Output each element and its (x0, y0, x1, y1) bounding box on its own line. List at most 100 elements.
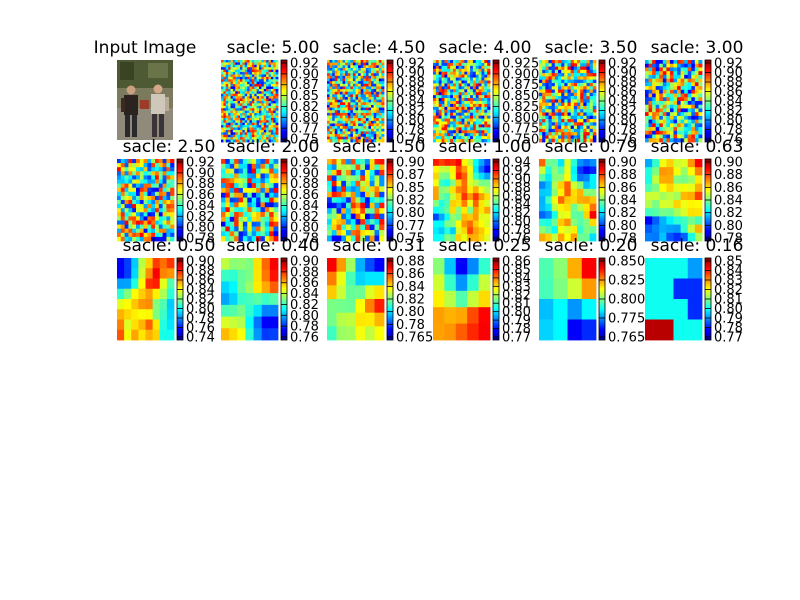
heatmap-cell (687, 134, 692, 139)
heatmap-cell (275, 132, 279, 136)
heatmap-cell (687, 278, 703, 300)
heatmap-cell (374, 197, 380, 204)
heatmap-cell (433, 290, 445, 308)
heatmap-cell (273, 101, 277, 104)
heatmap-cell (332, 112, 336, 116)
heatmap-cells (645, 159, 703, 242)
heatmap-cell (662, 101, 667, 106)
heatmap-cell (455, 220, 462, 228)
heatmap-cell (339, 62, 343, 66)
heatmap-cell (379, 191, 385, 198)
heatmap-cell (358, 115, 362, 119)
heatmap-cell (345, 60, 349, 64)
heatmap-cell (450, 74, 454, 78)
heatmap-cell (223, 101, 227, 104)
heatmap-cell (261, 127, 265, 131)
heatmap-cell (147, 183, 152, 189)
heatmap-cell (381, 91, 385, 95)
heatmap-cell (363, 73, 367, 77)
heatmap-cell (261, 96, 265, 99)
heatmap-cell (230, 98, 234, 102)
heatmap-cell (564, 86, 568, 90)
heatmap-cell (539, 69, 543, 74)
panel-title: sacle: 3.00 (651, 38, 744, 58)
heatmap-cell (352, 73, 356, 77)
heatmap-cell (580, 105, 584, 110)
heatmap-cell (117, 212, 122, 217)
heatmap-cell (269, 192, 275, 198)
heatmap-cell (275, 125, 279, 128)
heatmap-cell (592, 112, 597, 117)
heatmap-cell (228, 98, 231, 102)
heatmap-cell (242, 81, 246, 85)
heatmap-cell (583, 73, 587, 77)
heatmap-cell (662, 112, 667, 117)
heatmap-cell (455, 121, 460, 125)
heatmap-cell (539, 60, 543, 64)
heatmap-cell (478, 139, 482, 143)
heatmap-cell (567, 96, 572, 100)
heatmap-cell (244, 108, 248, 112)
heatmap-cell (128, 159, 133, 164)
heatmap-cell (475, 136, 479, 140)
heatmap-cell (570, 233, 578, 242)
heatmap-cell (269, 159, 275, 165)
panel-title: sacle: 1.50 (333, 137, 426, 157)
heatmap-cell (256, 192, 261, 198)
heatmap-cell (545, 69, 549, 74)
heatmap-cell (350, 91, 354, 95)
heatmap-cell (240, 62, 243, 66)
heatmap-cell (564, 105, 568, 110)
colorbar-tick-label: 0.76 (714, 133, 743, 148)
heatmap-cell (687, 258, 703, 279)
heatmap-cell (365, 86, 369, 90)
heatmap-cell (225, 132, 229, 136)
heatmap-cell (360, 60, 364, 64)
heatmap-cell (580, 135, 584, 140)
heatmap-cell (467, 109, 471, 114)
heatmap-cell (561, 115, 565, 120)
heatmap-cell (455, 86, 460, 90)
heatmap-cell (230, 74, 234, 78)
heatmap-cell (558, 63, 562, 67)
colorbar-tick-label: 0.90 (290, 166, 319, 181)
heatmap-cell (545, 119, 549, 123)
heatmap-cell (373, 115, 377, 119)
heatmap-cell (677, 138, 682, 143)
heatmap-cell (694, 78, 699, 83)
heatmap-cell (458, 77, 462, 81)
heatmap-cell (570, 159, 578, 167)
heatmap-cell (455, 130, 460, 134)
heatmap-cell (542, 86, 546, 90)
heatmap-cell (355, 78, 359, 82)
heatmap-cell (570, 96, 575, 100)
heatmap-cell (143, 228, 148, 234)
heatmap-cell (254, 117, 258, 121)
heatmap-cell (139, 216, 144, 221)
heatmap-cell (573, 132, 578, 136)
colorbar-tick-label: 0.92 (502, 164, 531, 179)
heatmap-cell (484, 165, 491, 174)
heatmap-cell (232, 122, 236, 126)
heatmap-cell (345, 83, 349, 87)
heatmap-cell (254, 137, 258, 140)
heatmap-cell (592, 109, 597, 113)
heatmap-cell (461, 98, 465, 102)
heatmap-cell (268, 93, 272, 97)
colorbar-tick-label: 0.90 (290, 67, 319, 82)
heatmap-cell (455, 139, 460, 143)
heatmap-cell (583, 135, 587, 140)
heatmap-cell (371, 62, 375, 66)
heatmap-cell (259, 105, 262, 109)
heatmap-cell (467, 86, 471, 90)
heatmap-cell (669, 86, 674, 91)
heatmap-cell (573, 125, 578, 130)
heatmap-cell (551, 105, 556, 110)
heatmap-cell (261, 103, 265, 107)
heatmap-cell (275, 67, 279, 71)
heatmap-cell (124, 179, 129, 184)
heatmap-cell (652, 183, 660, 193)
heatmap-cell (240, 91, 243, 95)
heatmap-cell (230, 134, 234, 138)
heatmap-cell (441, 65, 445, 70)
